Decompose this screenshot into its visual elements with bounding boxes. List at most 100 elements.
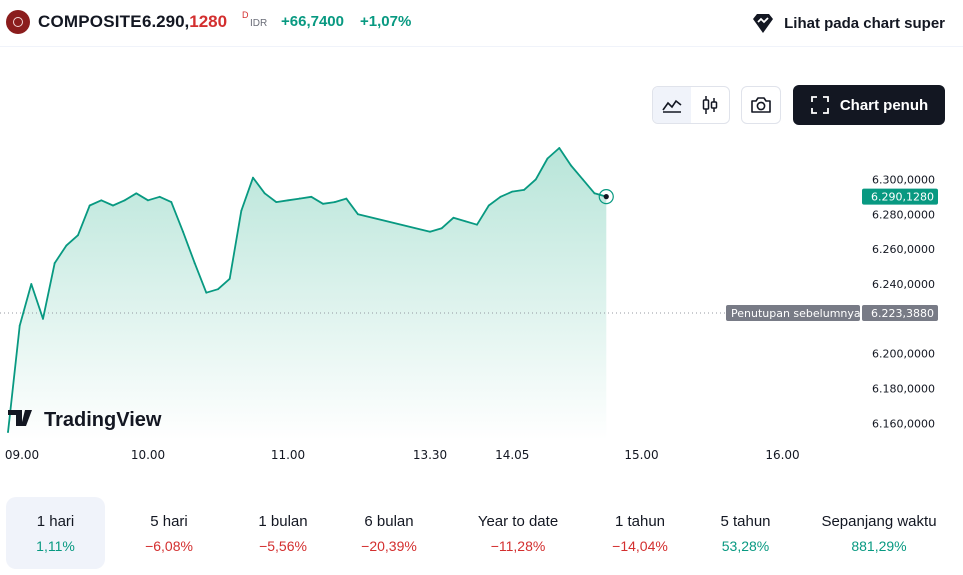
period-change: −20,39% xyxy=(361,538,417,554)
price-point-14 xyxy=(170,201,173,203)
period-change: 53,28% xyxy=(721,538,770,554)
price-point-1 xyxy=(18,324,21,327)
exchange-logo-icon xyxy=(6,10,30,34)
camera-icon xyxy=(751,97,771,113)
period-change: −11,28% xyxy=(490,538,546,554)
fullscreen-icon xyxy=(810,96,829,114)
price-point-24 xyxy=(287,199,289,202)
last-price-marker xyxy=(603,194,609,200)
x-tick-label: 16.00 xyxy=(765,448,799,462)
price-point-25 xyxy=(298,197,301,200)
supercharts-icon xyxy=(753,14,774,33)
last-price-label-background xyxy=(862,188,938,205)
price-point-31 xyxy=(429,230,431,233)
period-tab[interactable]: 1 tahun −14,04% xyxy=(591,497,689,569)
price-point-37 xyxy=(499,195,502,198)
period-change: −14,04% xyxy=(612,538,668,554)
previous-close-value-background xyxy=(862,304,938,321)
y-tick-label: 6.300,0000 xyxy=(872,173,935,186)
period-tab[interactable]: 5 tahun 53,28% xyxy=(689,497,802,569)
price-chart[interactable]: 6.300,0000 6.280,0000 6.260,0000 6.240,0000… xyxy=(0,130,963,470)
price-point-0 xyxy=(7,431,9,434)
price-point-38 xyxy=(511,190,514,193)
tradingview-watermark: TradingView xyxy=(8,409,162,431)
period-label: Year to date xyxy=(477,513,559,530)
period-tab[interactable]: 1 hari 1,11% xyxy=(6,497,105,569)
price-point-10 xyxy=(123,199,126,202)
candlestick-chart-button[interactable] xyxy=(691,87,729,123)
price-point-4 xyxy=(53,262,56,264)
period-label: 5 tahun xyxy=(720,513,771,530)
price-point-2 xyxy=(30,283,33,285)
price-point-19 xyxy=(228,277,231,280)
period-tab[interactable]: Sepanjang waktu 881,29% xyxy=(802,497,956,569)
symbol-name[interactable]: COMPOSITE xyxy=(38,12,142,31)
watermark-text: TradingView xyxy=(44,409,162,431)
y-tick-label: 6.200,0000 xyxy=(872,348,935,361)
period-label: 1 hari xyxy=(36,513,75,530)
price-point-28 xyxy=(333,201,336,203)
snapshot-button[interactable] xyxy=(741,86,781,124)
price-point-43 xyxy=(570,164,572,167)
price-point-30 xyxy=(357,213,359,216)
period-tab[interactable]: Year to date −11,28% xyxy=(445,497,591,569)
price-point-21 xyxy=(252,176,254,179)
price-point-27 xyxy=(322,202,324,205)
price-point-36 xyxy=(487,204,490,207)
y-axis: 6.300,0000 6.280,0000 6.260,0000 6.240,0000… xyxy=(872,173,935,430)
y-tick-label: 6.180,0000 xyxy=(872,383,935,396)
price-point-35 xyxy=(476,223,478,226)
price-point-13 xyxy=(158,195,161,198)
price-points xyxy=(7,147,608,434)
area-chart-button[interactable] xyxy=(653,87,691,123)
fullscreen-chart-button[interactable]: Chart penuh xyxy=(793,85,945,125)
period-tab[interactable]: 1 bulan −5,56% xyxy=(233,497,333,569)
candlestick-chart-icon xyxy=(702,96,718,114)
price-point-16 xyxy=(193,262,196,264)
period-tab[interactable]: 5 hari −6,08% xyxy=(105,497,233,569)
x-tick-label: 13.30 xyxy=(413,448,447,462)
period-change: −6,08% xyxy=(145,538,193,554)
price-point-42 xyxy=(558,147,561,149)
period-label: 1 tahun xyxy=(614,513,666,530)
price-point-33 xyxy=(452,216,455,219)
chart-type-switcher xyxy=(652,86,730,124)
previous-close-text-background xyxy=(726,304,860,321)
change-absolute: +66,7400 xyxy=(281,13,344,30)
y-tick-label: 6.260,0000 xyxy=(872,243,935,256)
price-point-17 xyxy=(205,291,208,294)
price-point-40 xyxy=(534,178,537,181)
price-point-29 xyxy=(345,197,348,200)
period-label: 5 hari xyxy=(150,513,188,530)
last-price-tail: 1280 xyxy=(189,12,228,31)
price-point-45 xyxy=(593,192,596,195)
price-point-34 xyxy=(464,220,467,223)
price-point-32 xyxy=(440,227,443,230)
price-point-20 xyxy=(240,209,243,212)
price-point-5 xyxy=(65,244,68,247)
price-point-41 xyxy=(546,157,549,160)
price-point-9 xyxy=(112,204,114,207)
price-point-15 xyxy=(182,230,184,233)
price-point-3 xyxy=(42,317,44,320)
price-point-23 xyxy=(275,201,278,203)
price-point-8 xyxy=(100,199,103,202)
previous-close-value: 6.223,3880 xyxy=(871,307,934,320)
period-change: 881,29% xyxy=(851,538,907,554)
period-tab[interactable]: 6 bulan −20,39% xyxy=(333,497,445,569)
price-point-18 xyxy=(217,288,219,291)
last-price: 6.290,1280 xyxy=(142,12,227,32)
price-point-12 xyxy=(147,199,149,202)
period-label: 1 bulan xyxy=(258,513,308,530)
x-tick-label: 10.00 xyxy=(131,448,165,462)
super-chart-label: Lihat pada chart super xyxy=(784,14,945,32)
period-label: Sepanjang waktu xyxy=(821,513,937,530)
fullscreen-label: Chart penuh xyxy=(839,96,929,114)
price-point-22 xyxy=(263,192,266,195)
super-chart-link[interactable]: Lihat pada chart super xyxy=(750,11,945,35)
period-selector: 1 hari 1,11% 5 hari −6,08% 1 bulan −5,56% 6 bu… xyxy=(6,497,956,569)
price-point-44 xyxy=(581,178,584,181)
area-chart-icon xyxy=(662,99,682,113)
price-delay-badge: D xyxy=(242,10,249,20)
previous-close-text: Penutupan sebelumnya xyxy=(731,307,861,320)
